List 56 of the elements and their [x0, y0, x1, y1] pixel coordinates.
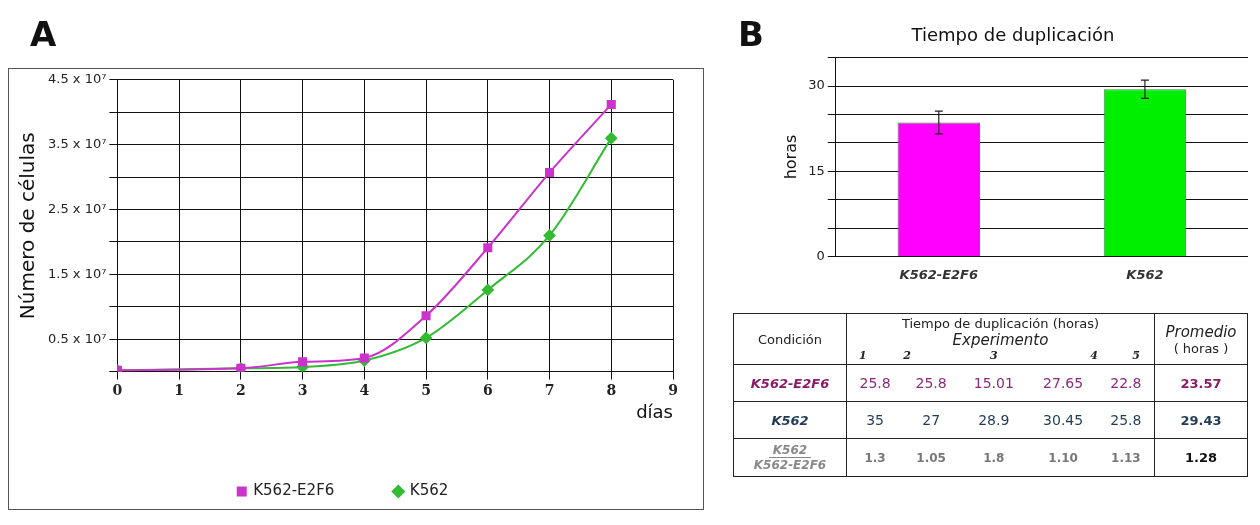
text: 3 [988, 349, 999, 364]
text: K562 [768, 443, 812, 458]
text: 22.8 [1097, 364, 1155, 402]
x-tick-label: 9 [668, 381, 678, 398]
text: 1.05 [903, 438, 960, 477]
x-tick-label: 3 [297, 381, 308, 398]
text: Promedio [1164, 322, 1238, 341]
x-tick-label: 0 [112, 381, 123, 398]
y-tick-label: 1.5 x 10⁷ [48, 265, 107, 281]
legend-label: K562-E2F6 [253, 481, 335, 500]
text: B [738, 14, 765, 54]
text: 25.8 [903, 364, 960, 402]
text: 30.45 [1028, 401, 1098, 439]
text: 1.28 [1154, 438, 1248, 477]
x-tick-label: 1 [174, 381, 184, 398]
x-tick-label: 6 [482, 381, 493, 398]
text: 4 [1089, 349, 1098, 364]
text: 5 [1131, 349, 1141, 364]
y-tick-label: 2.5 x 10⁷ [48, 200, 107, 216]
text: 27.65 [1028, 364, 1098, 402]
text: 15.01 [959, 364, 1029, 402]
text: Tiempo de duplicación (horas) [846, 313, 1155, 331]
x-axis-title: días [636, 400, 673, 422]
y-tick-label: 0.5 x 10⁷ [48, 330, 107, 346]
text: 1.13 [1097, 438, 1155, 477]
text: 27 [903, 401, 960, 439]
x-tick-label: 4 [359, 381, 370, 398]
x-tick-label: 8 [606, 381, 617, 398]
text: ( horas ) [1172, 340, 1230, 356]
text: 25.8 [846, 364, 904, 402]
x-tick-label: 2 [235, 381, 246, 398]
y-axis-title: horas [780, 134, 800, 180]
text: 1.3 [846, 438, 904, 477]
chart-title: Tiempo de duplicación [910, 24, 1115, 46]
text: 29.43 [1154, 401, 1248, 439]
text: 1 [858, 349, 868, 364]
x-tick-label: 7 [544, 381, 555, 398]
text: 1.10 [1028, 438, 1098, 477]
text: 25.8 [1097, 401, 1155, 439]
y-tick-label: 0 [816, 247, 825, 263]
text: A [30, 14, 58, 54]
y-tick-label: 4.5 x 10⁷ [48, 71, 107, 87]
y-tick-label: 15 [808, 162, 825, 178]
text: 1.8 [959, 438, 1029, 477]
text: Experimento [951, 331, 1050, 349]
y-tick-label: 3.5 x 10⁷ [48, 136, 107, 152]
text: 2 [903, 349, 912, 364]
text: K562-E2F6 [752, 458, 828, 472]
text: 28.9 [959, 401, 1029, 439]
y-axis-title: Número de células [15, 132, 40, 320]
y-tick-label: 30 [808, 77, 825, 93]
text: Condición [733, 313, 847, 365]
text: 23.57 [1154, 364, 1248, 402]
legend-label: K562 [409, 481, 449, 500]
text: 35 [846, 401, 904, 439]
x-tick-label: 5 [421, 381, 431, 398]
